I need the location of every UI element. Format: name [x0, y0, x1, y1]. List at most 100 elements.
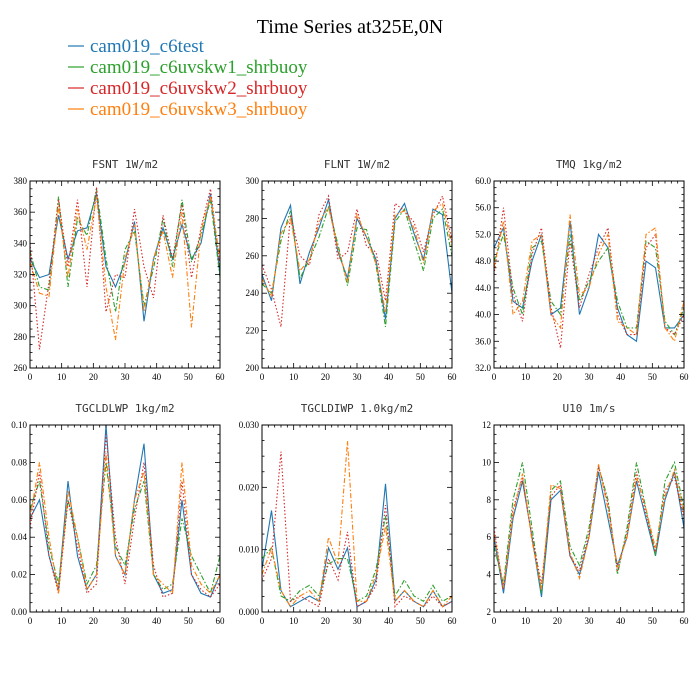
- chart-panel: FLNT 1W/m2 0 10 20 30 40 50 60 200 220 240 260 280 30…: [246, 158, 458, 382]
- y-tick-label: 52.0: [475, 229, 491, 239]
- x-tick-label: 10: [521, 616, 531, 626]
- y-tick-label: 32.0: [475, 363, 491, 373]
- y-tick-label: 300: [246, 176, 260, 186]
- y-tick-label: 8: [487, 495, 492, 505]
- x-tick-label: 40: [152, 372, 162, 382]
- series-line: [262, 451, 452, 609]
- series-line: [30, 453, 220, 595]
- series-line: [494, 214, 684, 343]
- panel-title: TGCLDIWP 1.0kg/m2: [301, 402, 414, 415]
- x-tick-label: 20: [89, 372, 99, 382]
- x-tick-label: 20: [89, 616, 99, 626]
- y-tick-label: 40.0: [475, 310, 491, 320]
- y-tick-label: 0.000: [239, 607, 260, 617]
- y-tick-label: 60.0: [475, 176, 491, 186]
- chart-panel: TGCLDLWP 1kg/m2 0 10 20 30 40 50 60 0.00 0.02 0.04…: [11, 402, 225, 626]
- series-line: [30, 193, 220, 322]
- panel-title: U10 1m/s: [563, 402, 616, 415]
- y-tick-label: 260: [14, 363, 28, 373]
- y-tick-label: 36.0: [475, 336, 491, 346]
- y-tick-label: 4: [487, 570, 492, 580]
- legend-label: cam019_c6uvskw3_shrbuoy: [90, 99, 308, 120]
- x-tick-label: 50: [416, 616, 426, 626]
- y-tick-label: 360: [14, 207, 28, 217]
- panel-title: FSNT 1W/m2: [92, 158, 158, 171]
- y-tick-label: 0.04: [11, 532, 27, 542]
- legend-label: cam019_c6test: [90, 36, 205, 57]
- x-tick-label: 60: [680, 372, 690, 382]
- y-tick-label: 280: [246, 213, 260, 223]
- chart-panels: FSNT 1W/m20 10 20 30 40 50 6026028030032034036…: [11, 158, 689, 626]
- legend-label: cam019_c6uvskw1_shrbuoy: [90, 57, 308, 78]
- y-tick-label: 220: [246, 326, 260, 336]
- series-line: [262, 515, 452, 603]
- x-tick-label: 40: [616, 372, 626, 382]
- x-tick-label: 30: [121, 616, 131, 626]
- series-line: [30, 196, 220, 340]
- series-line: [494, 460, 684, 594]
- x-tick-label: 30: [353, 616, 363, 626]
- x-tick-label: 40: [384, 372, 394, 382]
- y-tick-label: 300: [14, 301, 28, 311]
- plot-frame: [261, 424, 453, 613]
- x-tick-label: 20: [321, 616, 331, 626]
- series-line: [30, 462, 220, 595]
- series-line: [262, 440, 452, 608]
- y-tick-label: 0.010: [239, 545, 260, 555]
- y-tick-label: 200: [246, 363, 260, 373]
- x-tick-label: 0: [260, 372, 265, 382]
- series-line: [262, 202, 452, 313]
- x-tick-label: 60: [216, 372, 226, 382]
- x-tick-label: 0: [28, 616, 33, 626]
- y-tick-label: 12: [482, 420, 491, 430]
- y-tick-label: 240: [246, 288, 260, 298]
- y-tick-label: 320: [14, 270, 28, 280]
- panel-title: FLNT 1W/m2: [324, 158, 390, 171]
- chart-panel: FSNT 1W/m2 0 10 20 30 40 50 60 260 280 300 320 340 36…: [14, 158, 226, 382]
- x-tick-label: 20: [553, 372, 563, 382]
- x-tick-label: 50: [184, 616, 194, 626]
- series-line: [494, 232, 684, 336]
- chart-panel: TMQ 1kg/m2 0 10 20 30 40 50 60 32.0 36.0 40.0 44.0 4…: [475, 158, 689, 382]
- series-line: [262, 483, 452, 608]
- x-tick-label: 40: [384, 616, 394, 626]
- y-tick-label: 0.06: [11, 495, 27, 505]
- y-tick-label: 280: [14, 332, 28, 342]
- series-line: [262, 205, 452, 327]
- y-tick-label: 10: [482, 457, 492, 467]
- x-tick-label: 10: [289, 616, 299, 626]
- y-tick-label: 380: [14, 176, 28, 186]
- x-tick-label: 10: [521, 372, 531, 382]
- series-line: [494, 207, 684, 349]
- x-tick-label: 20: [321, 372, 331, 382]
- x-tick-label: 50: [648, 616, 658, 626]
- y-tick-label: 48.0: [475, 256, 491, 266]
- y-tick-label: 0.10: [11, 420, 27, 430]
- legend-label: cam019_c6uvskw2_shrbuoy: [90, 78, 308, 99]
- y-tick-label: 0.030: [239, 420, 260, 430]
- x-tick-label: 60: [448, 372, 458, 382]
- y-tick-label: 0.08: [11, 457, 27, 467]
- x-tick-label: 50: [416, 372, 426, 382]
- x-tick-label: 30: [121, 372, 131, 382]
- plot-frame: [493, 424, 685, 613]
- x-tick-label: 0: [492, 372, 497, 382]
- y-tick-label: 6: [487, 532, 492, 542]
- series-line: [30, 188, 220, 312]
- x-tick-label: 50: [648, 372, 658, 382]
- x-tick-label: 0: [260, 616, 265, 626]
- y-tick-label: 44.0: [475, 283, 491, 293]
- x-tick-label: 0: [28, 372, 33, 382]
- x-tick-label: 20: [553, 616, 563, 626]
- legend: cam019_c6testcam019_c6uvskw1_shrbuoycam0…: [68, 36, 308, 120]
- x-tick-label: 10: [57, 372, 67, 382]
- y-tick-label: 56.0: [475, 203, 491, 213]
- x-tick-label: 30: [585, 372, 595, 382]
- y-tick-label: 0.020: [239, 482, 260, 492]
- panel-title: TMQ 1kg/m2: [556, 158, 622, 171]
- chart-panel: U10 1m/s 0 10 20 30 40 50 60 2 4 6 8 10 12: [482, 402, 689, 626]
- panel-title: TGCLDLWP 1kg/m2: [75, 402, 174, 415]
- y-tick-label: 0.02: [11, 570, 27, 580]
- x-tick-label: 10: [57, 616, 67, 626]
